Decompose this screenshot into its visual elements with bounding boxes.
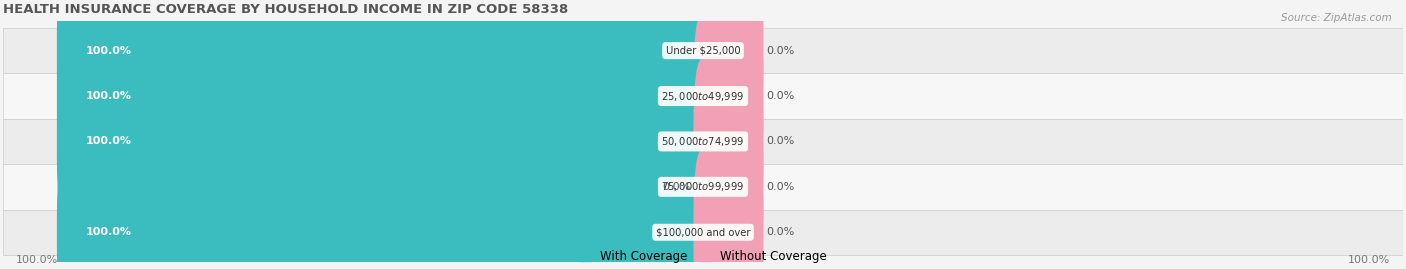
Legend: With Coverage, Without Coverage: With Coverage, Without Coverage [574,245,832,268]
FancyBboxPatch shape [693,12,763,180]
Text: 0.0%: 0.0% [766,91,794,101]
Text: Source: ZipAtlas.com: Source: ZipAtlas.com [1281,13,1392,23]
Text: 0.0%: 0.0% [766,136,794,146]
FancyBboxPatch shape [56,0,713,134]
Text: $25,000 to $49,999: $25,000 to $49,999 [661,90,745,102]
Text: HEALTH INSURANCE COVERAGE BY HOUSEHOLD INCOME IN ZIP CODE 58338: HEALTH INSURANCE COVERAGE BY HOUSEHOLD I… [3,3,568,16]
Text: 100.0%: 100.0% [15,255,58,266]
Text: $100,000 and over: $100,000 and over [655,227,751,237]
FancyBboxPatch shape [56,149,713,269]
Text: 100.0%: 100.0% [86,91,132,101]
FancyBboxPatch shape [693,149,763,269]
Text: 100.0%: 100.0% [1348,255,1391,266]
Text: Under $25,000: Under $25,000 [665,46,741,56]
Bar [3,73,1403,119]
FancyBboxPatch shape [693,103,763,269]
Text: 100.0%: 100.0% [86,136,132,146]
Text: 0.0%: 0.0% [766,46,794,56]
Text: 0.0%: 0.0% [766,227,794,237]
FancyBboxPatch shape [693,58,763,225]
Text: $50,000 to $74,999: $50,000 to $74,999 [661,135,745,148]
Bar [3,210,1403,255]
Bar [3,119,1403,164]
Text: 0.0%: 0.0% [766,182,794,192]
Bar [3,164,1403,210]
Text: 100.0%: 100.0% [86,46,132,56]
Text: $75,000 to $99,999: $75,000 to $99,999 [661,180,745,193]
FancyBboxPatch shape [56,12,713,180]
Text: 100.0%: 100.0% [86,227,132,237]
FancyBboxPatch shape [693,0,763,134]
Bar [3,28,1403,73]
FancyBboxPatch shape [56,58,713,225]
Text: 0.0%: 0.0% [662,182,690,192]
